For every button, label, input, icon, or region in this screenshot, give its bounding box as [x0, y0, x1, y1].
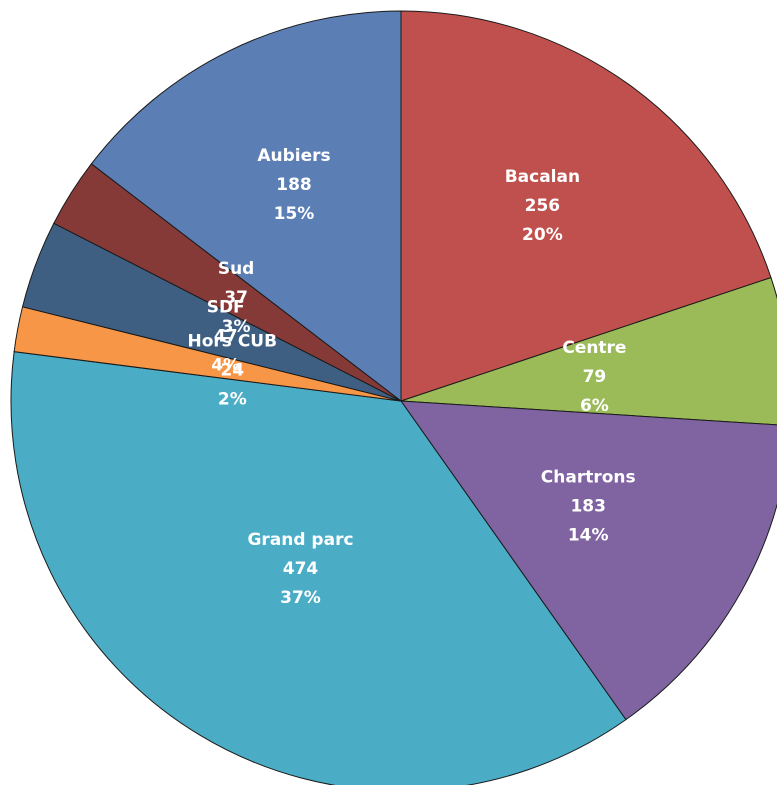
slice-label-grand-parc: Grand parc 474 37%: [247, 530, 353, 608]
pie-slice-chartrons: [399, 400, 777, 721]
slice-category-centre: Centre: [562, 338, 626, 358]
slice-percent-sud: 3%: [222, 317, 251, 337]
slice-label-sud: Sud 37 3%: [218, 259, 255, 337]
pie-slice-grand-parc: [10, 351, 627, 785]
slice-value-sud: 37: [224, 288, 248, 308]
slice-value-centre: 79: [583, 367, 607, 387]
slice-percent-grand-parc: 37%: [280, 588, 321, 608]
slice-label-bacalan: Bacalan 256 20%: [505, 167, 580, 245]
slice-category-sdf: SDF: [207, 297, 245, 317]
slice-percent-bacalan: 20%: [522, 225, 563, 245]
pie-slice-aubiers: [90, 10, 402, 403]
slice-label-aubiers: Aubiers 188 15%: [257, 146, 330, 224]
slice-category-bacalan: Bacalan: [505, 167, 580, 187]
slice-label-hors-cub: Hors CUB 24 2%: [188, 331, 278, 409]
slice-category-sud: Sud: [218, 259, 255, 279]
pie-slice-bacalan: [400, 10, 772, 402]
slice-label-sdf: SDF 47 4%: [207, 297, 245, 375]
slice-category-chartrons: Chartrons: [541, 468, 636, 488]
slice-value-bacalan: 256: [525, 196, 561, 216]
slice-category-grand-parc: Grand parc: [247, 530, 353, 550]
slice-percent-aubiers: 15%: [274, 204, 315, 224]
pie-slice-centre: [400, 276, 777, 426]
slice-value-sdf: 47: [214, 326, 238, 346]
slice-value-aubiers: 188: [276, 175, 312, 195]
slice-percent-centre: 6%: [580, 396, 609, 416]
pie-slices: [10, 10, 777, 785]
slice-value-chartrons: 183: [570, 497, 606, 517]
slice-category-hors-cub: Hors CUB: [188, 331, 278, 351]
pie-labels: Bacalan 256 20% Centre 79 6% Chartrons 183 14% Gr…: [188, 146, 636, 608]
slice-percent-hors-cub: 2%: [218, 389, 247, 409]
slice-value-hors-cub: 24: [220, 360, 244, 380]
slice-label-centre: Centre 79 6%: [562, 338, 626, 416]
slice-category-aubiers: Aubiers: [257, 146, 330, 166]
slice-percent-chartrons: 14%: [568, 526, 609, 546]
slice-label-chartrons: Chartrons 183 14%: [541, 468, 636, 546]
slice-percent-sdf: 4%: [211, 355, 240, 375]
slice-value-grand-parc: 474: [283, 559, 319, 579]
